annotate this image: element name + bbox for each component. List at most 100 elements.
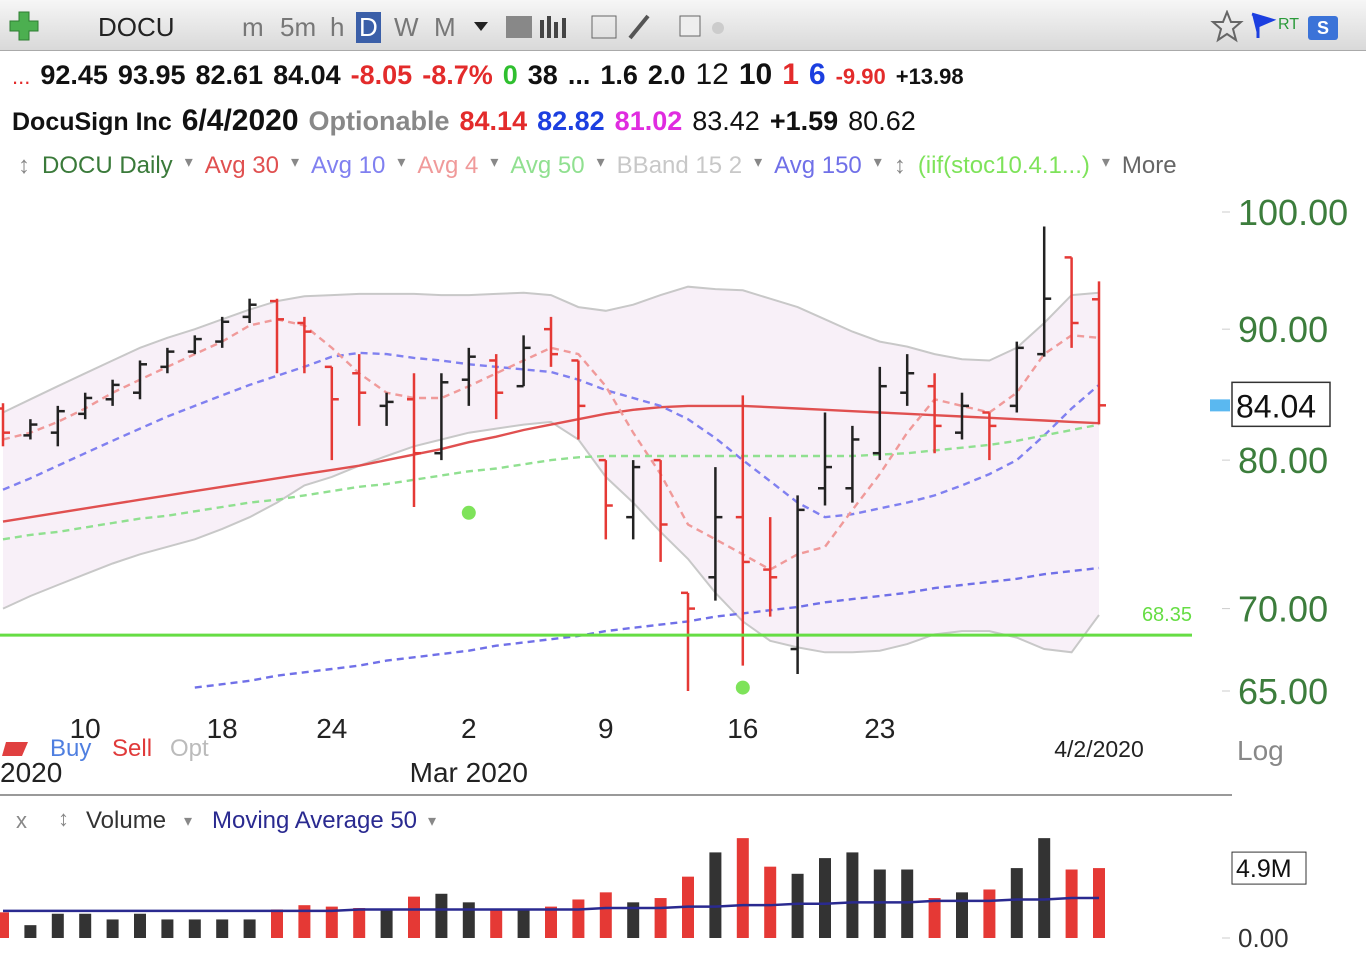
quote-line-1: ... 92.45 93.95 82.61 84.04 -8.05 -8.7% … <box>12 58 964 92</box>
legend-arrow: ▾ <box>397 154 406 171</box>
interval[interactable]: W <box>394 12 419 42</box>
symbol[interactable]: DOCU <box>98 12 175 42</box>
volume-bar <box>627 902 640 938</box>
panel-close[interactable]: x <box>16 808 27 833</box>
legend-item[interactable]: BBand 15 2 <box>616 152 743 179</box>
quote-value: 92.45 <box>40 60 108 90</box>
volume-bar <box>873 869 886 938</box>
volume-bar <box>709 852 722 938</box>
legend-arrow: ▾ <box>596 154 605 171</box>
add-icon[interactable] <box>8 10 40 42</box>
x-tick-label: 16 <box>727 713 758 744</box>
volume-bar <box>216 919 229 938</box>
quote-value: 2.0 <box>647 60 686 90</box>
quote-value: ... <box>567 60 591 90</box>
quote-value: 10 <box>738 58 773 91</box>
indicator-legend: ↕ DOCU Daily ▾ Avg 30 ▾ Avg 10 ▾ Avg 4 ▾ Avg 50 ▾ B… <box>18 152 1177 180</box>
volume-bar <box>791 873 804 938</box>
quote-value: -8.05 <box>350 60 413 90</box>
realtime-flag: RT <box>1278 16 1300 33</box>
volume-bar <box>51 913 64 938</box>
volume-bar <box>901 869 914 938</box>
bband-upper <box>2 285 1100 414</box>
moving-average <box>2 404 1100 523</box>
bband-lower <box>2 420 1100 654</box>
y-tick-label: 70.00 <box>1238 589 1328 630</box>
x-tick-label: 24 <box>316 713 347 744</box>
interval[interactable]: M <box>434 12 456 42</box>
volume-bar <box>819 858 831 938</box>
signal-dot <box>461 505 476 520</box>
quote-line-2: DocuSign Inc 6/4/2020 Optionable 84.14 8… <box>12 104 916 138</box>
volume-bar <box>24 925 37 938</box>
quote-value: 83.42 <box>692 106 760 136</box>
legend-item[interactable]: (iif(stoc10.4.1...) <box>917 152 1090 179</box>
legend-handle: ↕ <box>893 152 906 179</box>
last-price-box <box>1231 381 1331 428</box>
company-name: DocuSign Inc <box>12 108 172 136</box>
quote-value: 0 <box>502 60 518 90</box>
volume-bar <box>298 905 311 938</box>
legend-item[interactable]: DOCU Daily <box>42 152 173 179</box>
volume-bar <box>517 909 530 938</box>
svg-text:S: S <box>1317 18 1329 38</box>
volume-average <box>3 896 1099 913</box>
moving-average <box>194 566 1100 689</box>
interval[interactable]: m <box>242 12 264 42</box>
quote-value: 81.02 <box>614 106 683 136</box>
moving-average <box>2 423 1100 541</box>
legend-item[interactable]: Avg 150 <box>774 152 862 179</box>
volume-bar <box>243 919 256 938</box>
legend-item[interactable]: Avg 30 <box>204 152 280 179</box>
tool-icons[interactable] <box>470 12 730 42</box>
y-tick-label: 90.00 <box>1238 309 1328 350</box>
volume-bar <box>134 913 146 938</box>
legend-item[interactable]: Avg 4 <box>417 152 479 179</box>
volume-bar <box>408 896 420 938</box>
interval[interactable]: h <box>330 12 345 42</box>
month-label: Mar 2020 <box>410 757 528 788</box>
volume-bar <box>956 892 968 938</box>
legend-arrow: ▾ <box>428 813 436 830</box>
quote-value: 38 <box>527 60 558 90</box>
quote-value: +13.98 <box>895 64 964 89</box>
volume-bar <box>435 893 448 938</box>
volume-bar <box>325 906 338 938</box>
volume-bar <box>188 919 201 938</box>
status-icons[interactable]: S <box>1210 10 1360 44</box>
legend-handle: ↕ <box>18 152 30 179</box>
volume-bar <box>736 838 749 938</box>
scale-mode[interactable]: Log <box>1237 735 1284 766</box>
legend-item[interactable]: More <box>1121 152 1177 179</box>
volume-bar <box>846 852 859 938</box>
legend-arrow: ▾ <box>754 154 763 171</box>
volume-bar <box>462 902 475 938</box>
quote-date: 6/4/2020 <box>181 104 299 137</box>
volume-bar <box>545 906 557 938</box>
cursor-date: 4/2/2020 <box>1054 736 1144 762</box>
legend-arrow: ▾ <box>291 154 300 171</box>
volume-bar <box>380 909 393 938</box>
quote-value: 84.14 <box>459 106 528 136</box>
quote-value: 1 <box>782 58 799 91</box>
volume-bar <box>983 889 996 938</box>
order-icon <box>2 742 28 756</box>
volume-bar <box>490 909 503 938</box>
last-price-label: 84.04 <box>1236 388 1316 424</box>
last-price-arrow <box>1210 399 1230 412</box>
volume-legend: Volume <box>86 807 166 834</box>
quote-value: 82.61 <box>195 60 264 90</box>
order-button[interactable]: Buy <box>50 735 91 762</box>
order-button[interactable]: Opt <box>170 735 209 762</box>
legend-item[interactable]: Avg 50 <box>510 152 585 179</box>
bband-fill <box>3 286 1099 653</box>
level-label: 68.35 <box>1142 604 1192 626</box>
quote-value: 82.82 <box>537 106 605 136</box>
legend-arrow: ▾ <box>490 154 499 171</box>
quote-value: -9.90 <box>835 64 886 89</box>
order-button[interactable]: Sell <box>112 735 152 762</box>
interval[interactable]: D <box>356 12 381 43</box>
legend-item[interactable]: Avg 10 <box>311 152 386 179</box>
interval[interactable]: 5m <box>280 12 317 42</box>
